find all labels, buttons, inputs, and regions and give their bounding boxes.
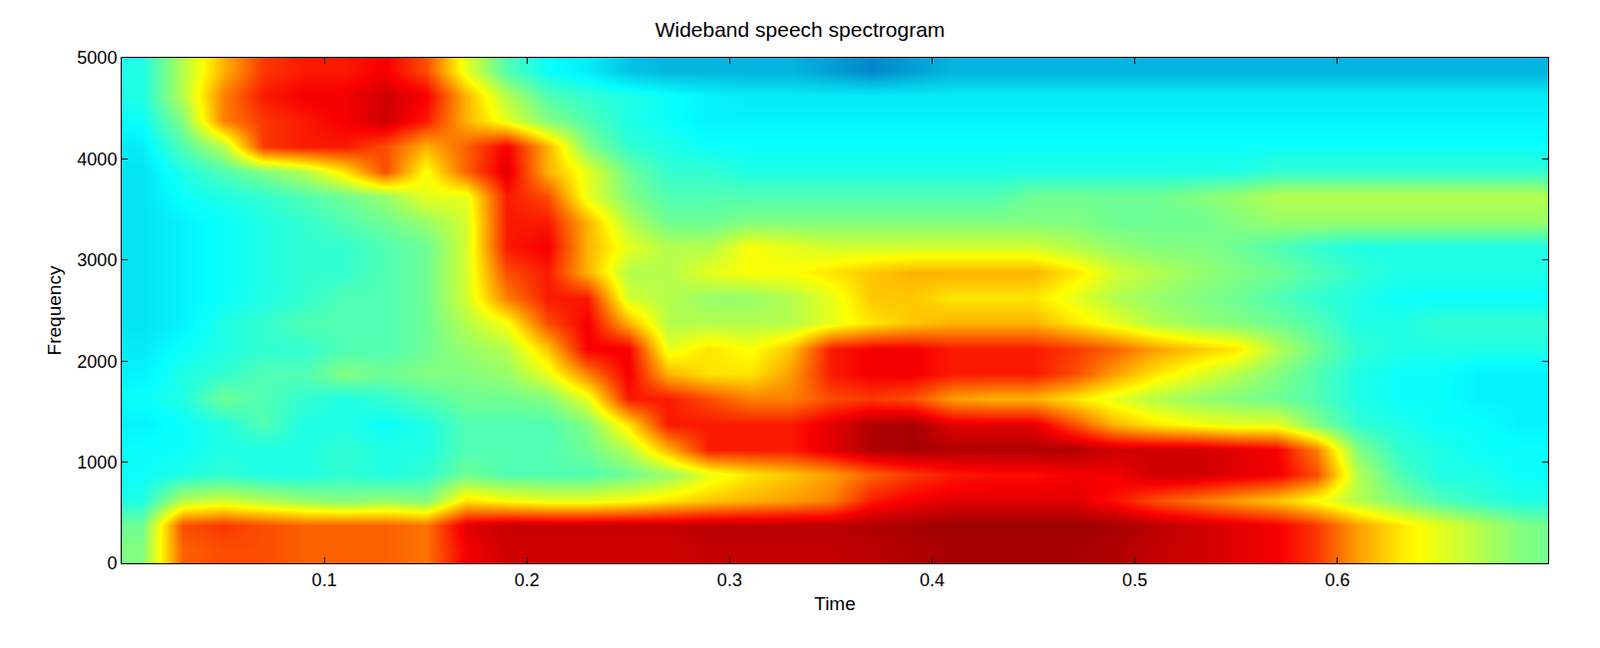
svg-text:0.5: 0.5 — [1122, 570, 1148, 591]
svg-text:2000: 2000 — [76, 352, 117, 373]
svg-text:Time: Time — [813, 593, 856, 615]
svg-text:Wideband speech spectrogram: Wideband speech spectrogram — [655, 17, 946, 41]
svg-text:4000: 4000 — [76, 149, 117, 170]
svg-text:0.3: 0.3 — [717, 570, 743, 591]
svg-text:0.4: 0.4 — [919, 570, 945, 591]
svg-text:0.1: 0.1 — [312, 570, 338, 591]
svg-text:0.6: 0.6 — [1324, 570, 1350, 591]
svg-text:5000: 5000 — [76, 47, 117, 68]
svg-text:1000: 1000 — [76, 452, 117, 473]
svg-text:0.2: 0.2 — [514, 570, 540, 591]
svg-text:3000: 3000 — [76, 250, 117, 271]
svg-text:Frequency: Frequency — [43, 265, 65, 356]
svg-text:0: 0 — [106, 553, 117, 574]
